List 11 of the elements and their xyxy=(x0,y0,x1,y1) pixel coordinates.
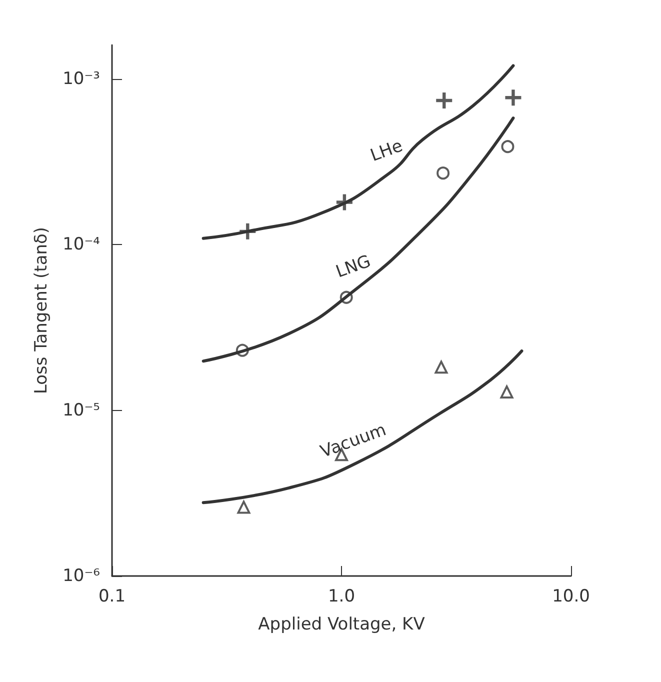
text: LNG xyxy=(333,251,374,282)
y-tick-label: 10⁻⁴ xyxy=(62,234,100,255)
x-tick-label: 10.0 xyxy=(552,586,590,606)
y-axis-title: Loss Tangent (tanδ) xyxy=(32,226,52,394)
text: LHe xyxy=(368,136,406,166)
x-tick-label: 0.1 xyxy=(98,586,126,606)
x-axis-title: Applied Voltage, KV xyxy=(258,614,426,634)
y-tick-label: 10⁻³ xyxy=(62,68,100,89)
y-tick-label: 10⁻⁵ xyxy=(62,400,100,420)
y-tick-label: 10⁻⁶ xyxy=(62,566,100,586)
x-tick-label: 1.0 xyxy=(328,586,356,606)
